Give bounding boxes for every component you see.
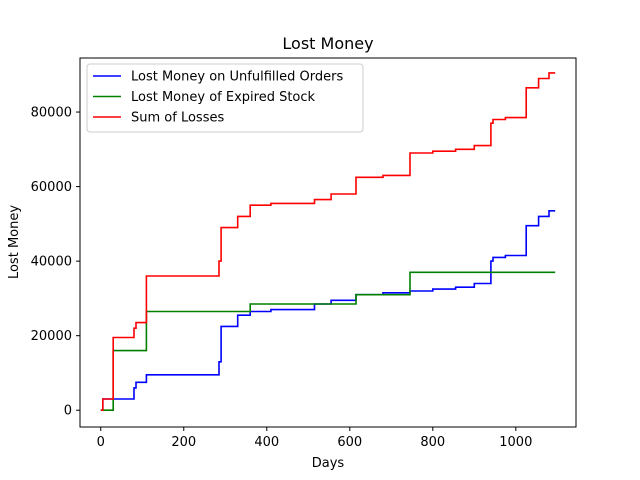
plot-frame xyxy=(79,57,577,428)
x-tick-label: 800 xyxy=(420,435,445,450)
chart-title: Lost Money xyxy=(282,34,373,53)
x-tick-label: 200 xyxy=(171,435,196,450)
x-tick-label: 1000 xyxy=(499,435,532,450)
legend-label-2: Sum of Losses xyxy=(131,111,224,126)
legend-label-0: Lost Money on Unfulfilled Orders xyxy=(131,70,343,85)
x-axis-label: Days xyxy=(312,456,345,471)
x-axis-ticks: 0 200 400 600 800 1000 xyxy=(97,427,532,450)
series-line-2 xyxy=(100,72,556,411)
x-tick-label: 600 xyxy=(337,435,362,450)
y-tick-label: 60000 xyxy=(31,180,72,195)
y-axis-label: Lost Money xyxy=(7,205,22,279)
y-tick-label: 20000 xyxy=(31,329,72,344)
y-tick-label: 40000 xyxy=(31,255,72,270)
x-tick-label: 400 xyxy=(254,435,279,450)
series-layer xyxy=(100,72,556,411)
y-tick-label: 0 xyxy=(64,404,72,419)
y-tick-label: 80000 xyxy=(31,106,72,121)
y-axis-ticks: 0 20000 40000 60000 80000 xyxy=(31,106,80,419)
legend: Lost Money on Unfulfilled Orders Lost Mon… xyxy=(86,63,364,133)
legend-box xyxy=(86,63,364,133)
x-tick-label: 0 xyxy=(97,435,105,450)
legend-label-1: Lost Money of Expired Stock xyxy=(131,90,316,105)
